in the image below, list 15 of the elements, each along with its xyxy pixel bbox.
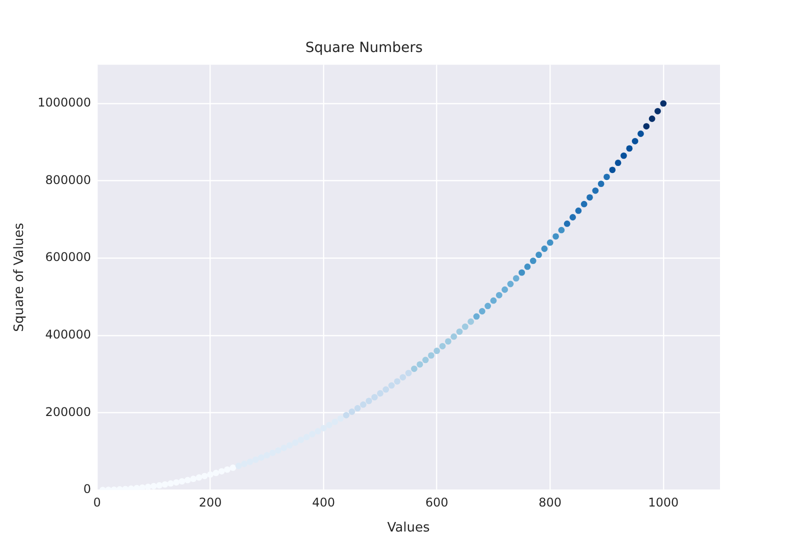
x-tick-label: 1000 xyxy=(648,495,679,510)
y-tick-label: 400000 xyxy=(45,328,92,342)
y-tick-label: 600000 xyxy=(45,250,92,264)
x-axis-title: Values xyxy=(387,520,430,536)
y-axis-title: Square of Values xyxy=(12,222,28,332)
x-tick-label: 400 xyxy=(312,495,336,510)
y-tick-label: 1000000 xyxy=(38,96,92,110)
chart-title: Square Numbers xyxy=(305,40,423,56)
x-tick-label: 800 xyxy=(538,495,562,510)
y-tick-label: 800000 xyxy=(45,172,92,187)
x-tick-label: 600 xyxy=(425,495,448,510)
y-tick-label: 0 xyxy=(83,482,92,496)
y-tick-label: 200000 xyxy=(45,404,92,419)
x-tick-label: 200 xyxy=(198,495,222,510)
x-tick-label: 0 xyxy=(93,495,101,510)
